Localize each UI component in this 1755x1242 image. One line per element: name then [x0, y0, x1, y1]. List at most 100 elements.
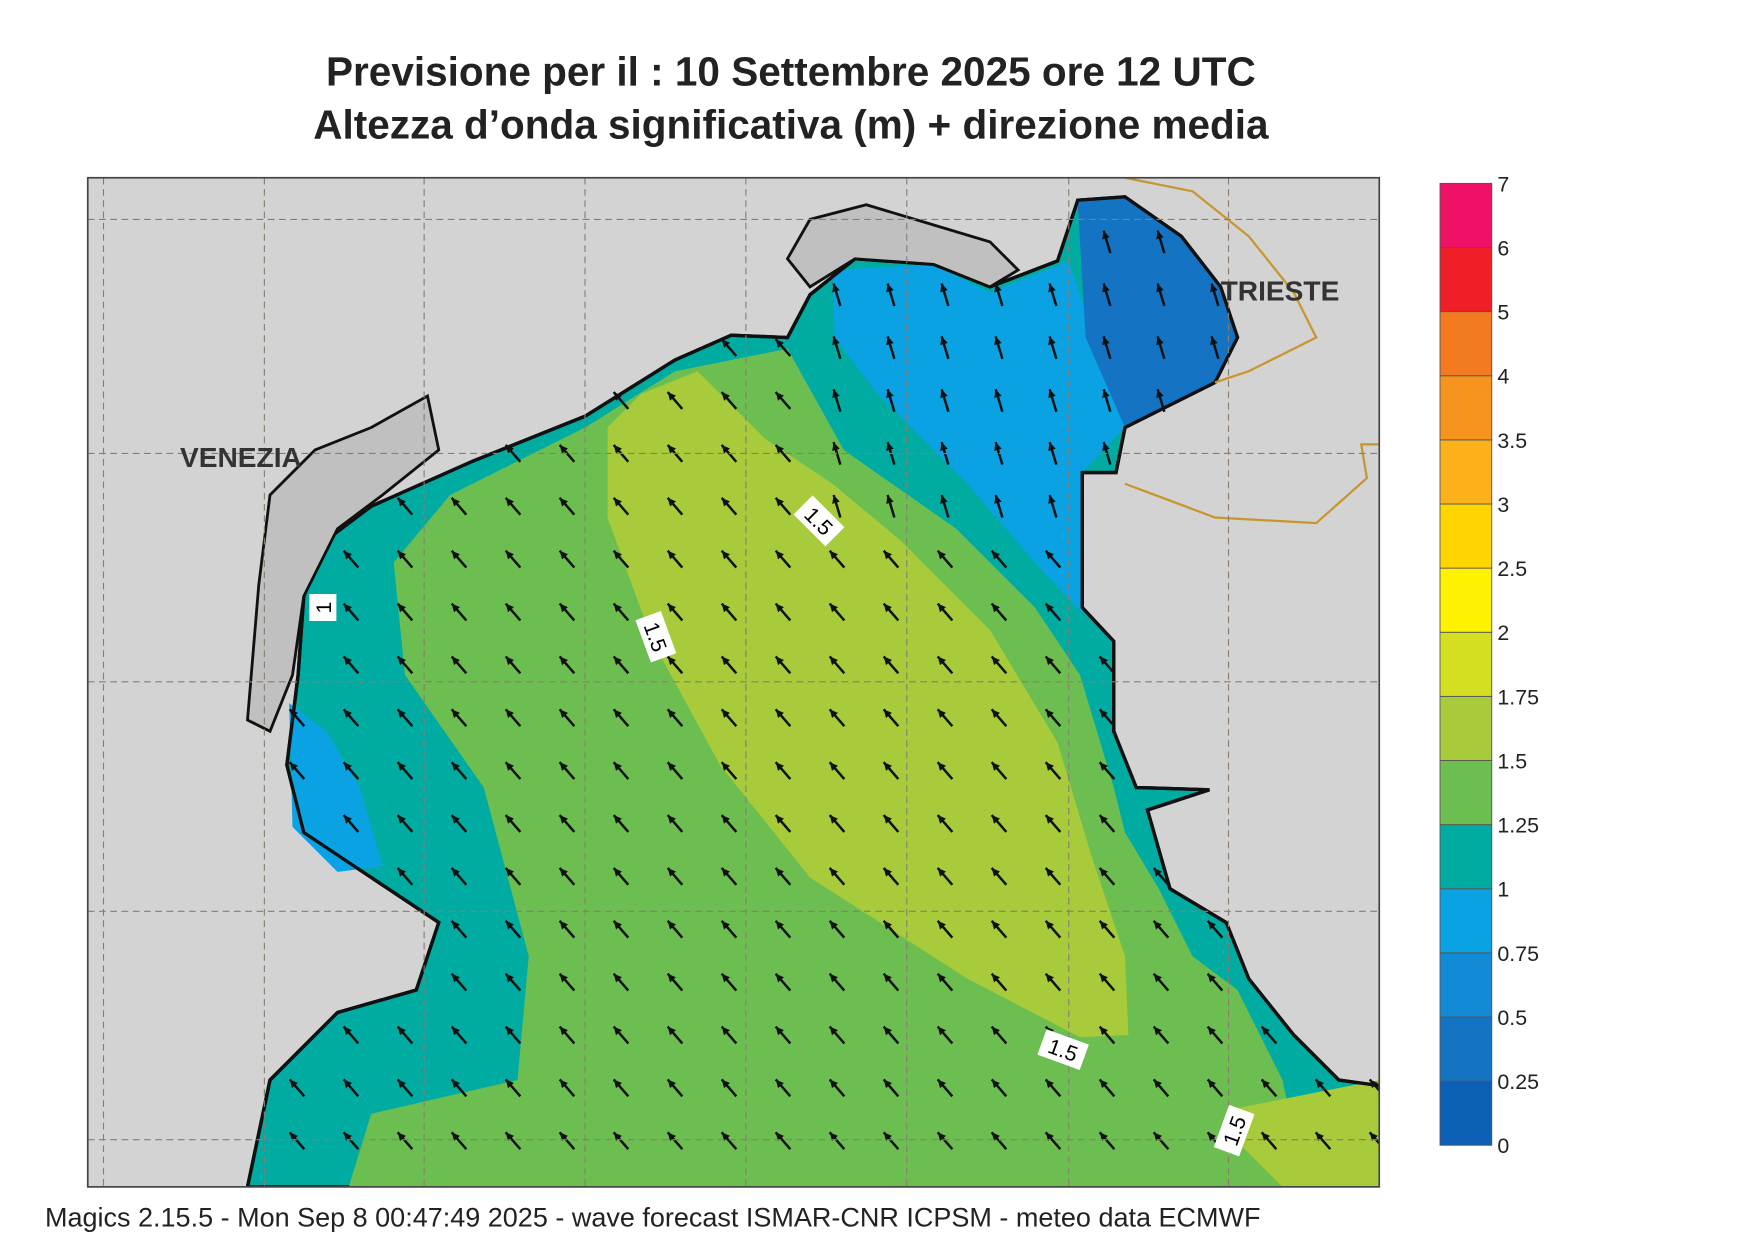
wave-arrow-head: [667, 656, 676, 666]
colorbar-band: [1439, 1016, 1493, 1082]
wave-arrow-head: [883, 762, 892, 771]
wave-arrow-head: [343, 603, 352, 613]
wave-arrow-head: [289, 762, 298, 771]
wave-arrow-head: [775, 973, 784, 983]
wave-arrow-head: [559, 1132, 568, 1142]
wave-arrow-head: [721, 867, 730, 877]
wave-arrow-head: [721, 497, 730, 507]
wave-arrow-head: [991, 603, 1000, 613]
wave-arrow-head: [1045, 1079, 1054, 1089]
wave-arrow-head: [775, 550, 784, 560]
wave-arrow-head: [1045, 1132, 1054, 1142]
wave-arrow-head: [613, 656, 622, 666]
wave-arrow-head: [1102, 442, 1110, 452]
wave-arrow-head: [883, 1079, 892, 1089]
wave-arrow-head: [343, 762, 352, 771]
wave-arrow-head: [667, 1026, 676, 1036]
wave-arrow-head: [667, 1079, 676, 1089]
colorbar-label: 0.5: [1497, 1006, 1527, 1030]
colorbar-label: 7: [1497, 172, 1509, 196]
wave-arrow-head: [940, 283, 948, 293]
wave-arrow-head: [397, 709, 406, 719]
wave-arrow-head: [1045, 550, 1054, 560]
wave-arrow-head: [829, 656, 838, 666]
wave-arrow-head: [667, 709, 676, 719]
colorbar-label: 0: [1497, 1134, 1509, 1158]
wave-arrow-head: [991, 1132, 1000, 1142]
wave-arrow-head: [451, 709, 460, 719]
colorbar-label: 1.25: [1497, 814, 1539, 838]
wave-arrow-head: [1048, 442, 1056, 452]
colorbar-band: [1439, 631, 1493, 697]
wave-arrow-head: [991, 709, 1000, 719]
wave-arrow-head: [775, 392, 784, 401]
wave-arrow-head: [451, 920, 460, 930]
wave-arrow-head: [1369, 1079, 1378, 1089]
wave-arrow-head: [613, 603, 622, 613]
wave-arrow-head: [559, 550, 568, 560]
wave-arrow-head: [940, 389, 948, 399]
wave-arrow-head: [991, 815, 1000, 824]
wave-arrow-head: [886, 442, 894, 452]
wave-arrow-head: [451, 867, 460, 877]
wave-arrow-head: [721, 392, 730, 401]
coastline: [245, 195, 1380, 1187]
wave-arrow-head: [505, 973, 514, 983]
colorbar-label: 2: [1497, 621, 1509, 645]
wave-arrow-head: [1102, 230, 1110, 240]
wave-arrow-head: [559, 815, 568, 824]
border: [1124, 177, 1380, 525]
wave-arrow-head: [343, 815, 352, 824]
wave-arrow-head: [1156, 230, 1164, 240]
wave-arrow-head: [505, 656, 514, 666]
wave-arrow-head: [1099, 815, 1108, 824]
sea-band-075: [289, 261, 1125, 872]
wave-arrow-head: [1153, 973, 1162, 983]
wave-arrow-head: [613, 867, 622, 877]
wave-arrow-head: [613, 973, 622, 983]
wave-arrow-head: [397, 497, 406, 507]
wave-arrow-head: [1048, 389, 1056, 399]
wave-arrow-head: [505, 762, 514, 771]
wave-arrow-head: [667, 603, 676, 613]
wave-arrow-head: [937, 973, 946, 983]
wave-arrow-head: [829, 550, 838, 560]
wave-arrow-head: [613, 497, 622, 507]
wave-arrow-head: [451, 973, 460, 983]
wave-arrow-head: [1207, 1026, 1216, 1036]
wave-arrow-head: [1099, 709, 1108, 719]
wave-arrow-head: [397, 550, 406, 560]
wave-arrow-head: [505, 920, 514, 930]
footer: Magics 2.15.5 - Mon Sep 8 00:47:49 2025 …: [45, 1202, 1260, 1232]
colorbar-band: [1439, 952, 1493, 1018]
graticule: [87, 177, 1380, 1187]
city-label: TRIESTE: [1221, 275, 1340, 306]
wave-arrow-head: [937, 815, 946, 824]
wave-arrow-head: [667, 973, 676, 983]
wave-arrow-head: [937, 603, 946, 613]
wave-arrow-head: [829, 973, 838, 983]
wave-arrow-head: [397, 1026, 406, 1036]
wave-arrow-head: [994, 336, 1002, 346]
wave-arrow-head: [289, 1079, 298, 1089]
wave-arrow-head: [1099, 1132, 1108, 1142]
wave-arrow-head: [1045, 762, 1054, 771]
title: Previsione per il : 10 Settembre 2025 or…: [326, 49, 1256, 95]
wave-arrow-head: [832, 283, 840, 293]
wave-arrow-head: [1156, 283, 1164, 293]
colorbar-label: 1.5: [1497, 749, 1527, 773]
wave-arrow-head: [775, 444, 784, 454]
wave-arrow-head: [1099, 1079, 1108, 1089]
wave-arrow-head: [559, 603, 568, 613]
wave-arrow-head: [613, 1132, 622, 1142]
wave-arrow-head: [505, 709, 514, 719]
wave-arrow-head: [451, 762, 460, 771]
wave-arrow-head: [1045, 603, 1054, 613]
wave-arrow-head: [883, 656, 892, 666]
wave-arrow-head: [505, 815, 514, 824]
wave-arrow-head: [1048, 495, 1056, 504]
colorbar-band: [1439, 182, 1493, 248]
colorbar-band: [1439, 760, 1493, 826]
wave-arrow-head: [1102, 336, 1110, 346]
wave-arrow-head: [613, 920, 622, 930]
